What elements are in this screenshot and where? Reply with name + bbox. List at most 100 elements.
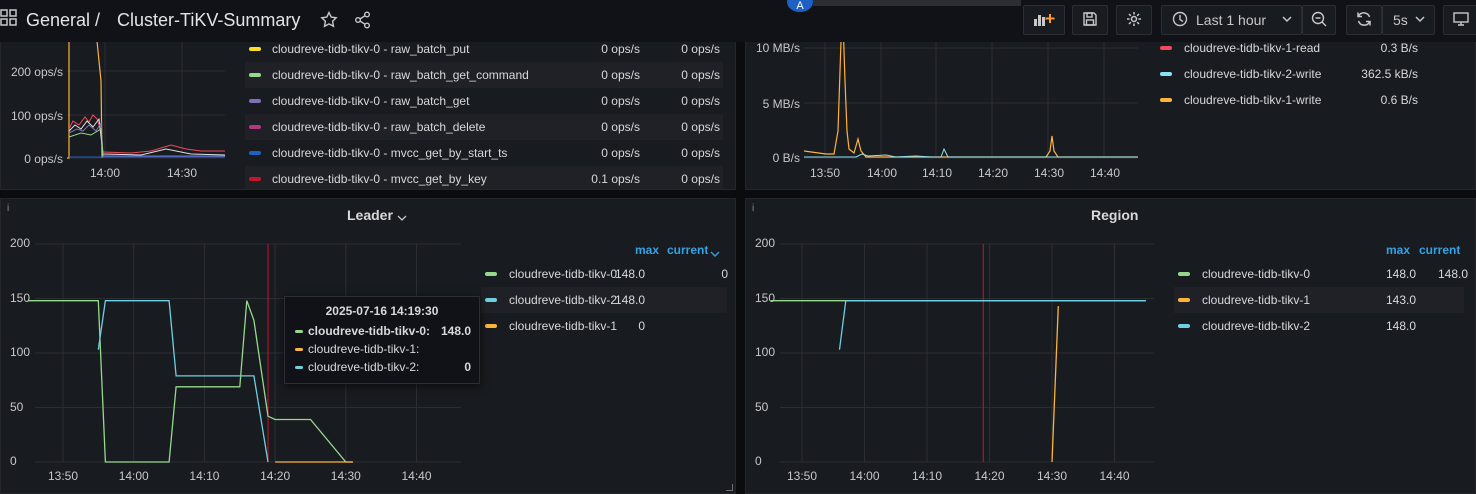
legend-series-name: cloudreve-tidb-tikv-0 - raw_batch_get — [272, 94, 470, 108]
chevron-down-icon — [1281, 12, 1293, 28]
zoom-out-button[interactable] — [1302, 5, 1336, 35]
legend-series-name: cloudreve-tidb-tikv-0 - mvcc_get_by_key — [272, 172, 487, 186]
x-tick: 14:30 — [1034, 166, 1065, 180]
series-swatch — [485, 298, 497, 302]
legend-row[interactable]: cloudreve-tidb-tikv-0 - raw_batch_delete… — [245, 114, 723, 140]
legend-series-name: cloudreve-tidb-tikv-1 — [1202, 293, 1311, 307]
legend-value: 0.6 B/s — [1380, 93, 1418, 107]
x-tick: 14:10 — [912, 469, 943, 483]
dashboard-settings-button[interactable] — [1116, 5, 1152, 35]
add-panel-button[interactable] — [1023, 5, 1065, 35]
x-tick: 14:20 — [974, 469, 1005, 483]
y-tick: 200 — [10, 236, 31, 250]
tv-mode-button[interactable] — [1443, 5, 1476, 35]
series-swatch — [485, 324, 497, 328]
legend-row[interactable]: cloudreve-tidb-tikv-0 148.0 0 — [481, 261, 728, 287]
series-swatch — [249, 125, 261, 129]
y-tick: 0 — [10, 454, 17, 468]
panel-title[interactable]: Region — [1091, 207, 1139, 223]
legend-max-value: 0 ops/s — [601, 68, 640, 82]
y-tick: 150 — [10, 290, 31, 305]
legend-max-value: 0 ops/s — [601, 146, 640, 160]
chevron-down-icon — [1414, 12, 1426, 28]
x-tick: 14:20 — [978, 166, 1009, 180]
panel-info-icon[interactable]: i — [752, 203, 755, 214]
legend-row[interactable]: cloudreve-tidb-tikv-1 0 — [481, 313, 727, 339]
legend-row[interactable]: cloudreve-tidb-tikv-2-write 362.5 kB/s — [1160, 61, 1460, 87]
legend-series-name: cloudreve-tidb-tikv-2 — [1202, 319, 1311, 333]
time-range-label: Last 1 hour — [1196, 12, 1267, 28]
series-swatch — [1160, 72, 1172, 76]
star-icon[interactable] — [320, 10, 338, 34]
y-tick: 0 — [755, 454, 762, 468]
legend-series-name: cloudreve-tidb-tikv-0 — [509, 267, 618, 281]
legend-row[interactable]: cloudreve-tidb-tikv-1-write 0.6 B/s — [1160, 87, 1460, 113]
legend-max-value: 0 ops/s — [601, 120, 640, 134]
legend-header-current[interactable]: current — [667, 243, 709, 257]
legend-header-max[interactable]: max — [1386, 243, 1411, 257]
legend-row[interactable]: cloudreve-tidb-tikv-0 - raw_batch_get_co… — [245, 62, 723, 88]
y-tick: 150 — [755, 290, 776, 305]
y-tick: 10 MB/s — [755, 41, 800, 55]
y-tick: 100 — [755, 345, 776, 359]
leader-plot — [27, 243, 461, 463]
tooltip-series-value: 148.0 — [440, 324, 471, 338]
breadcrumb-folder[interactable]: General — [26, 10, 91, 30]
legend-current-value: 0 ops/s — [681, 146, 720, 160]
refresh-interval-picker[interactable]: 5s — [1382, 5, 1435, 35]
legend-series-name: cloudreve-tidb-tikv-0 - raw_batch_delete — [272, 120, 486, 134]
resize-handle[interactable] — [726, 484, 733, 491]
legend-series-name: cloudreve-tidb-tikv-2-write — [1184, 67, 1322, 81]
legend-row[interactable]: cloudreve-tidb-tikv-1 143.0 — [1174, 287, 1464, 313]
user-avatar[interactable]: A — [787, 0, 813, 12]
panel-title[interactable]: Leader — [347, 207, 393, 223]
y-tick: 0 B/s — [772, 151, 800, 165]
legend-row[interactable]: cloudreve-tidb-tikv-0 - raw_batch_get 0 o… — [245, 88, 723, 114]
save-dashboard-button[interactable] — [1072, 5, 1108, 35]
legend-row[interactable]: cloudreve-tidb-tikv-0 - raw_batch_put 0 o… — [245, 36, 723, 62]
legend-header-current[interactable]: current — [1419, 243, 1461, 257]
time-range-picker[interactable]: Last 1 hour — [1161, 5, 1302, 35]
legend-max-value: 0 — [638, 319, 645, 333]
legend-series-name: cloudreve-tidb-tikv-1 — [509, 319, 618, 333]
legend-max-value: 143.0 — [1385, 293, 1416, 307]
clock-icon — [1172, 11, 1188, 30]
legend-row[interactable]: cloudreve-tidb-tikv-1-read 0.3 B/s — [1160, 35, 1460, 61]
tooltip-row: cloudreve-tidb-tikv-0: 148.0 — [295, 322, 471, 340]
x-tick: 14:20 — [260, 469, 291, 483]
tooltip-series-name: cloudreve-tidb-tikv-1: — [308, 342, 420, 356]
legend-row[interactable]: cloudreve-tidb-tikv-0 - mvcc_get_by_star… — [245, 140, 723, 166]
legend-row[interactable]: cloudreve-tidb-tikv-0 148.0 148.0 — [1174, 261, 1468, 287]
refresh-button[interactable] — [1346, 5, 1382, 35]
legend-header-max[interactable]: max — [635, 243, 660, 257]
series-swatch — [1160, 46, 1172, 50]
y-tick: 100 — [10, 345, 31, 359]
x-tick: 14:00 — [849, 469, 880, 483]
series-line — [27, 300, 353, 463]
series-swatch — [1178, 272, 1190, 276]
legend-row[interactable]: cloudreve-tidb-tikv-2 148.0 — [481, 287, 727, 313]
dashboard-title[interactable]: Cluster-TiKV-Summary — [117, 10, 301, 30]
y-tick: 100 ops/s — [10, 109, 63, 123]
series-swatch — [1178, 298, 1190, 302]
series-swatch — [295, 365, 303, 369]
tooltip-series-value: 0 — [464, 360, 471, 374]
legend-current-value: 0 — [721, 267, 728, 281]
x-tick: 14:30 — [167, 166, 198, 180]
io-plot — [803, 21, 1138, 159]
apps-icon[interactable] — [0, 9, 18, 32]
panel-info-icon[interactable]: i — [7, 203, 10, 214]
legend-value: 362.5 kB/s — [1361, 67, 1418, 81]
sort-chevron-icon — [710, 246, 720, 264]
tooltip-row: cloudreve-tidb-tikv-1: — [295, 340, 471, 358]
legend-series-name: cloudreve-tidb-tikv-2 — [509, 293, 618, 307]
legend-row[interactable]: cloudreve-tidb-tikv-0 - mvcc_get_by_key 0… — [245, 166, 723, 189]
tv-icon — [1453, 11, 1469, 30]
chevron-down-icon[interactable] — [397, 210, 407, 228]
series-line — [97, 300, 269, 463]
legend-current-value: 0 ops/s — [681, 42, 720, 56]
legend-max-value: 148.0 — [614, 267, 645, 281]
share-icon[interactable] — [354, 11, 372, 34]
x-tick: 14:00 — [90, 166, 121, 180]
legend-row[interactable]: cloudreve-tidb-tikv-2 148.0 — [1174, 313, 1464, 339]
